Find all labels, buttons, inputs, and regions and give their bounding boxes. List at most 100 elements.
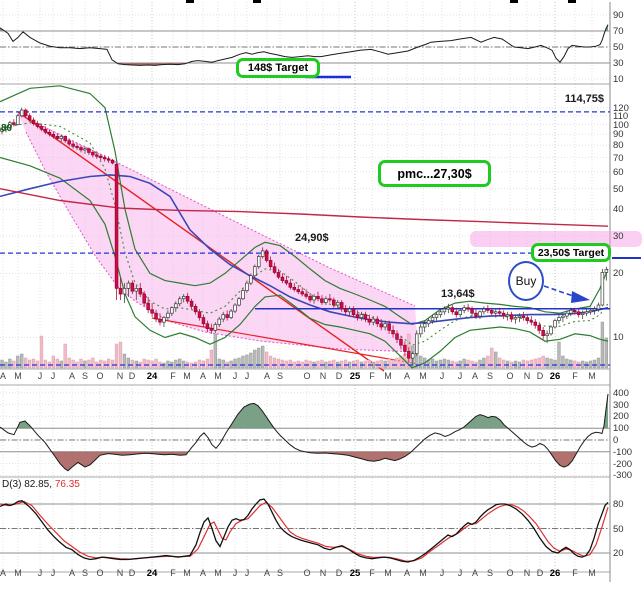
time-axis-2-label: 26 (549, 568, 561, 579)
time-axis-1-label: S (486, 371, 494, 381)
time-axis-2-label: F (170, 568, 176, 578)
time-axis-1-label: A (199, 371, 207, 381)
axis-tick-label: 100 (613, 119, 629, 131)
axis-tick-label: -100 (613, 446, 633, 458)
time-axis-1-label: O (303, 371, 311, 381)
annotation-pmc[interactable]: pmc...27,30$ (378, 160, 491, 187)
time-axis-2-label: A (471, 568, 479, 578)
time-axis-1-label: M (183, 371, 191, 381)
axis-tick-label: 50 (613, 42, 624, 53)
time-axis-2-label: O (303, 568, 311, 578)
time-axis-2-label: O (96, 568, 104, 578)
axis-tick-label: 30 (613, 230, 624, 242)
annotation-target-148[interactable]: 148$ Target (236, 58, 320, 78)
time-axis-1-label: A (471, 371, 479, 381)
time-axis-1-label: F (369, 371, 375, 381)
time-axis-1-label: D (335, 371, 343, 381)
time-axis-1-label: S (81, 371, 89, 381)
time-axis-1-label: D (128, 371, 136, 381)
axis-tick-label: 100 (613, 423, 629, 435)
clipped-title-fragment (568, 0, 576, 3)
time-axis-2-label: N (116, 568, 124, 578)
time-axis-1-label: M (14, 371, 22, 381)
axis-tick-label: 300 (613, 399, 629, 411)
time-axis-2-label: D (128, 568, 136, 578)
time-axis-1-label: J (439, 371, 445, 381)
time-axis-2-label: M (14, 568, 22, 578)
time-axis-1-label: A (68, 371, 76, 381)
axis-tick-label: 200 (613, 411, 629, 423)
axis-tick-label: 90 (613, 10, 624, 21)
time-axis-2-label: M (588, 568, 596, 578)
time-axis-2-label: M (183, 568, 191, 578)
time-axis-1-label: S (276, 371, 284, 381)
time-axis-1-label: A (403, 371, 411, 381)
clipped-title-fragment (253, 0, 261, 3)
time-axis-2-label: N (523, 568, 531, 578)
time-axis-2-label: F (572, 568, 578, 578)
axis-tick-label: 40 (613, 204, 624, 216)
level-label-114-75: 114,75$ (564, 93, 604, 105)
axis-tick-label: 70 (613, 26, 624, 37)
time-axis-2-label: A (199, 568, 207, 578)
clipped-title-fragment (510, 0, 518, 3)
time-axis-1-label: 26 (549, 371, 561, 382)
axis-tick-label: 50 (613, 183, 624, 195)
time-axis-2-label: 25 (349, 568, 361, 579)
time-axis-1-label: J (457, 371, 463, 381)
time-axis-1-label: M (384, 371, 392, 381)
stochastic-values-label: D(3) 82.85, 76.35 (2, 479, 80, 490)
axis-tick-label: 120 (613, 102, 629, 114)
time-axis-1-label: A (263, 371, 271, 381)
time-axis-2-label: O (506, 568, 514, 578)
left-clipped-price-label: 80 (1, 123, 13, 134)
time-axis-2-label: S (276, 568, 284, 578)
time-axis-1-label: M (588, 371, 596, 381)
time-axis-1-label: O (506, 371, 514, 381)
axis-tick-label: 400 (613, 387, 629, 399)
time-axis-1-label: N (523, 371, 531, 381)
axis-tick-label: 10 (613, 74, 624, 85)
time-axis-2-label: A (403, 568, 411, 578)
axis-tick-label: 50 (613, 523, 624, 535)
axis-tick-label: 60 (613, 166, 624, 178)
axis-tick-label: 10 (613, 332, 624, 344)
time-axis-2-label: J (457, 568, 463, 578)
time-axis-1-label: A (0, 371, 7, 381)
axis-tick-label: 30 (613, 58, 624, 69)
time-axis-2-label: J (37, 568, 43, 578)
time-axis-2-label: M (214, 568, 222, 578)
time-axis-2-label: J (50, 568, 56, 578)
clipped-title-fragment (186, 0, 194, 3)
time-axis-2-label: M (419, 568, 427, 578)
time-axis-2-label: J (244, 568, 250, 578)
time-axis-1-label: 24 (146, 371, 158, 382)
axis-tick-label: -300 (613, 470, 633, 482)
time-axis-2-label: A (68, 568, 76, 578)
time-axis-1-label: J (37, 371, 43, 381)
axis-tick-label: 80 (613, 140, 624, 152)
axis-tick-label: -200 (613, 458, 633, 470)
time-axis-2-label: A (0, 568, 7, 578)
axis-tick-label: 110 (613, 110, 629, 122)
time-axis-2-label: S (486, 568, 494, 578)
time-axis-1-label: 25 (349, 371, 361, 382)
time-axis-1-label: M (214, 371, 222, 381)
time-axis-1-label: M (419, 371, 427, 381)
buy-annotation[interactable]: Buy (508, 261, 544, 301)
time-axis-1-label: F (572, 371, 578, 381)
time-axis-2-label: J (232, 568, 238, 578)
axis-tick-label: 80 (613, 498, 624, 510)
time-axis-2-label: J (439, 568, 445, 578)
stochastic-signal-value: 76.35 (54, 479, 80, 490)
time-axis-2-label: D (335, 568, 343, 578)
time-axis-1-label: J (50, 371, 56, 381)
time-axis-2-label: 24 (146, 568, 158, 579)
time-axis-2-label: S (81, 568, 89, 578)
annotation-target-2350[interactable]: 23,50$ Target (531, 243, 611, 262)
time-axis-2-label: M (384, 568, 392, 578)
stochastic-d-value: D(3) 82.85, (2, 479, 53, 490)
axis-tick-label: 90 (613, 129, 624, 141)
